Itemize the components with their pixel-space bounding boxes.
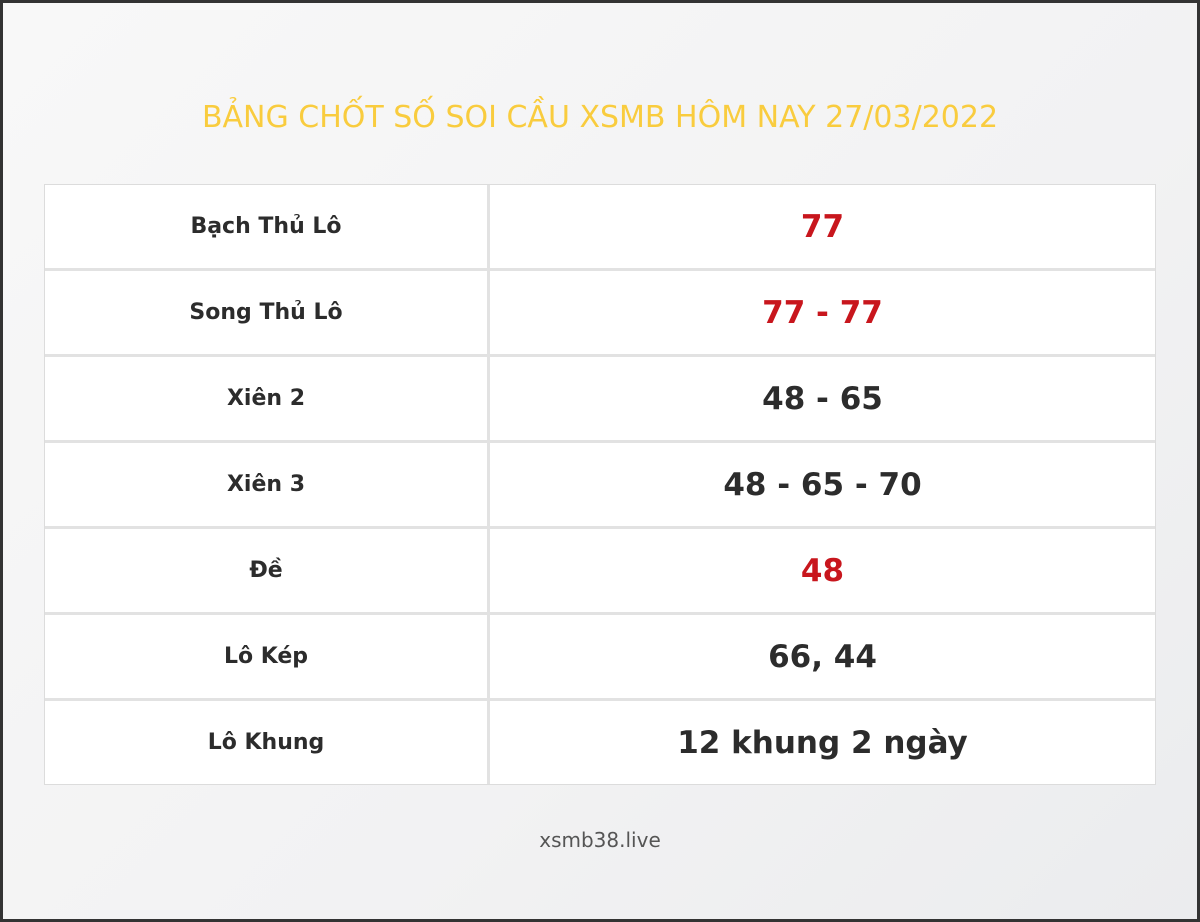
page-title: BẢNG CHỐT SỐ SOI CẦU XSMB HÔM NAY 27/03/… — [201, 100, 999, 135]
row-label: Lô Kép — [45, 615, 490, 701]
table-row: Song Thủ Lô 77 - 77 — [45, 271, 1155, 357]
row-value: 77 — [490, 185, 1155, 271]
table-row: Đề 48 — [45, 529, 1155, 615]
table-row: Xiên 2 48 - 65 — [45, 357, 1155, 443]
row-value: 77 - 77 — [490, 271, 1155, 357]
row-value: 48 - 65 - 70 — [490, 443, 1155, 529]
site-watermark: xsmb38.live — [539, 828, 661, 852]
row-label: Xiên 2 — [45, 357, 490, 443]
table-row: Xiên 3 48 - 65 - 70 — [45, 443, 1155, 529]
table-row: Lô Kép 66, 44 — [45, 615, 1155, 701]
row-value: 48 — [490, 529, 1155, 615]
row-label: Đề — [45, 529, 490, 615]
prediction-table: Bạch Thủ Lô 77 Song Thủ Lô 77 - 77 Xiên 2 48 … — [44, 184, 1156, 785]
row-label: Lô Khung — [45, 701, 490, 784]
row-value: 48 - 65 — [490, 357, 1155, 443]
table-row: Lô Khung 12 khung 2 ngày — [45, 701, 1155, 784]
row-value: 12 khung 2 ngày — [490, 701, 1155, 784]
row-value: 66, 44 — [490, 615, 1155, 701]
table-row: Bạch Thủ Lô 77 — [45, 185, 1155, 271]
row-label: Xiên 3 — [45, 443, 490, 529]
row-label: Song Thủ Lô — [45, 271, 490, 357]
row-label: Bạch Thủ Lô — [45, 185, 490, 271]
